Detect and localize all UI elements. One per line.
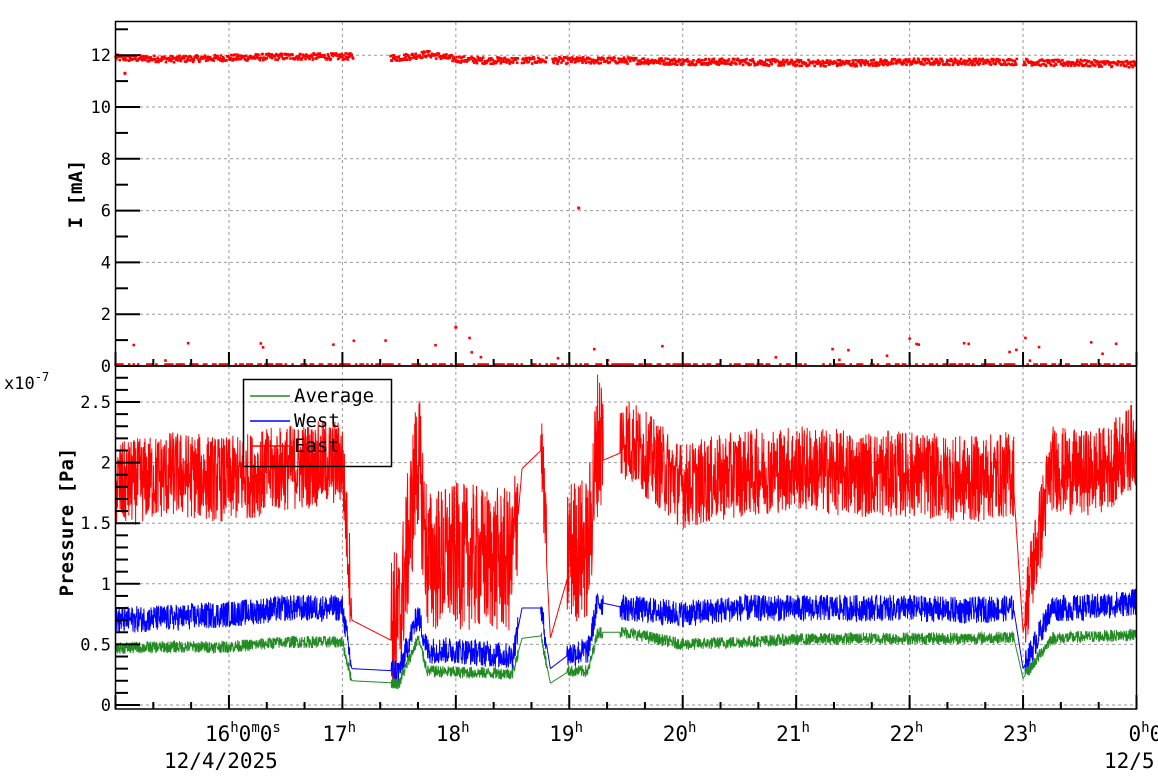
legend-label-west: West bbox=[294, 410, 340, 432]
pressure-line-series bbox=[115, 374, 1137, 690]
svg-text:0.5: 0.5 bbox=[80, 635, 111, 655]
svg-text:4: 4 bbox=[101, 253, 111, 273]
svg-text:6: 6 bbox=[101, 202, 111, 222]
y-multiplier-label: x10-7 bbox=[4, 370, 49, 394]
svg-text:0h0: 0h0 bbox=[1129, 720, 1158, 746]
bottom-panel-frame bbox=[114, 365, 1138, 710]
svg-text:0: 0 bbox=[101, 696, 111, 716]
current-scatter-series bbox=[114, 50, 1138, 366]
svg-text:16h0m0s: 16h0m0s bbox=[205, 720, 281, 746]
x-tick-labels: 16h0m0s 17h 18h 19h 20h 21h 22h 23h 0h0 bbox=[205, 720, 1158, 746]
svg-text:10: 10 bbox=[91, 98, 111, 118]
svg-text:2: 2 bbox=[101, 305, 111, 325]
svg-text:8: 8 bbox=[101, 150, 111, 170]
legend: Average West East bbox=[242, 378, 393, 468]
svg-text:20h: 20h bbox=[663, 720, 697, 746]
bottom-y-axis-title: Pressure [Pa] bbox=[56, 448, 78, 597]
svg-text:19h: 19h bbox=[549, 720, 583, 746]
axis-ticks bbox=[114, 28, 1138, 709]
top-y-axis-title: I [mA] bbox=[65, 160, 87, 229]
svg-text:22h: 22h bbox=[890, 720, 924, 746]
legend-label-average: Average bbox=[294, 385, 374, 407]
svg-text:1.5: 1.5 bbox=[80, 514, 111, 534]
svg-text:23h: 23h bbox=[1003, 720, 1037, 746]
svg-text:12: 12 bbox=[91, 46, 111, 66]
bottom-y-tick-labels: 0 0.5 1 1.5 2 2.5 bbox=[80, 393, 111, 716]
svg-text:1: 1 bbox=[101, 575, 111, 595]
top-y-tick-labels: 0 2 4 6 8 10 12 bbox=[91, 46, 111, 377]
svg-text:18h: 18h bbox=[436, 720, 470, 746]
svg-text:21h: 21h bbox=[776, 720, 810, 746]
x-axis-date-left: 12/4/2025 bbox=[164, 749, 278, 773]
svg-text:0: 0 bbox=[101, 357, 111, 377]
legend-label-east: East bbox=[294, 435, 340, 457]
svg-text:2.5: 2.5 bbox=[80, 393, 111, 413]
svg-text:2: 2 bbox=[101, 454, 111, 474]
x-axis-date-right: 12/5 bbox=[1104, 749, 1155, 773]
svg-text:17h: 17h bbox=[322, 720, 356, 746]
